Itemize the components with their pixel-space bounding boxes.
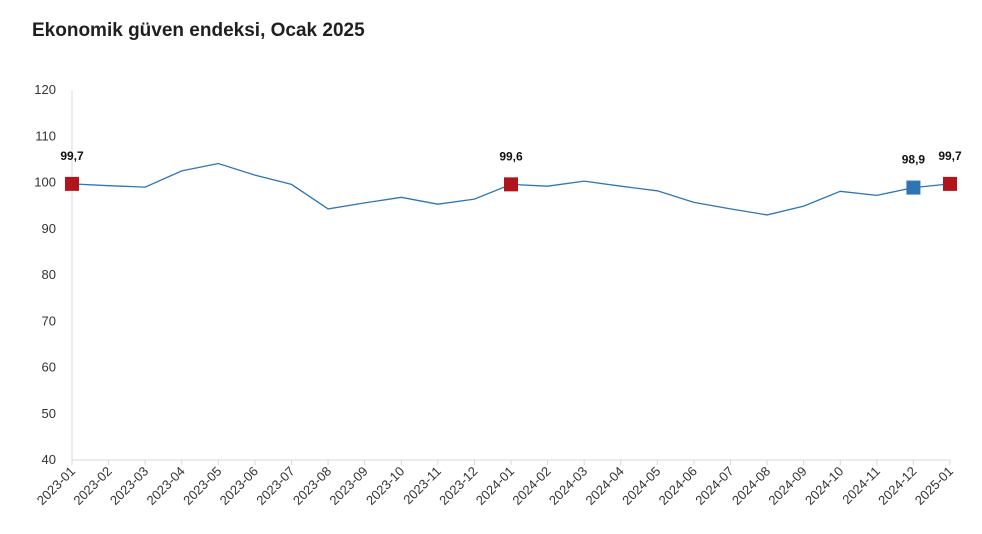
highlight-marker [504, 177, 518, 192]
data-label: 99,7 [60, 149, 84, 163]
y-tick-label: 40 [42, 452, 56, 467]
highlight-marker [906, 180, 921, 195]
highlight-marker [943, 176, 957, 191]
x-tick-label: 2023-01 [34, 464, 78, 508]
x-tick-label: 2023-10 [363, 464, 407, 508]
y-tick-label: 100 [34, 175, 56, 190]
y-tick-label: 80 [42, 267, 56, 282]
axes [71, 90, 950, 461]
data-label: 98,9 [902, 153, 926, 167]
y-tick-label: 90 [42, 221, 56, 236]
x-tick-label: 2023-07 [253, 464, 297, 508]
x-tick-label: 2025-01 [912, 464, 956, 508]
y-tick-label: 60 [42, 360, 56, 375]
y-axis-ticks: 40 50 60 70 80 90 100 110 120 [34, 82, 56, 467]
x-tick-label: 2023-06 [217, 464, 261, 508]
highlight-marker [65, 176, 79, 191]
y-tick-label: 50 [42, 406, 56, 421]
chart-title: Ekonomik güven endeksi, Ocak 2025 [32, 20, 365, 41]
x-tick-label: 2024-09 [765, 464, 809, 508]
x-tick-label: 2024-11 [839, 464, 883, 508]
data-label: 99,6 [499, 149, 523, 163]
x-tick-label: 2024-06 [656, 464, 700, 508]
x-tick-label: 2024-08 [729, 464, 773, 508]
x-tick-label: 2024-07 [692, 464, 736, 508]
x-tick-label: 2023-02 [70, 464, 114, 508]
x-tick-label: 2023-12 [436, 464, 480, 508]
x-tick-label: 2024-03 [546, 464, 590, 508]
x-tick-label: 2023-04 [144, 464, 188, 508]
y-tick-label: 70 [42, 313, 56, 328]
data-label: 99,7 [938, 149, 962, 163]
x-tick-label: 2024-02 [509, 464, 553, 508]
x-tick-label: 2023-05 [180, 464, 224, 508]
x-tick-label: 2024-10 [802, 464, 846, 508]
x-tick-label: 2023-08 [290, 464, 334, 508]
markers [65, 176, 957, 195]
y-tick-label: 110 [35, 128, 56, 143]
x-tick-label: 2024-05 [619, 464, 663, 508]
x-tick-label: 2024-04 [583, 464, 627, 508]
x-tick-label: 2023-03 [107, 464, 151, 508]
x-tick-label: 2023-11 [400, 464, 444, 508]
x-tick-label: 2024-01 [473, 464, 517, 508]
data-labels: 99,7 99,6 98,9 99,7 [60, 149, 962, 167]
y-tick-label: 120 [34, 82, 56, 97]
x-axis-ticks: 2023-012023-022023-032023-042023-052023-… [34, 460, 956, 508]
x-tick-label: 2023-09 [326, 464, 370, 508]
x-tick-label: 2024-12 [875, 464, 919, 508]
